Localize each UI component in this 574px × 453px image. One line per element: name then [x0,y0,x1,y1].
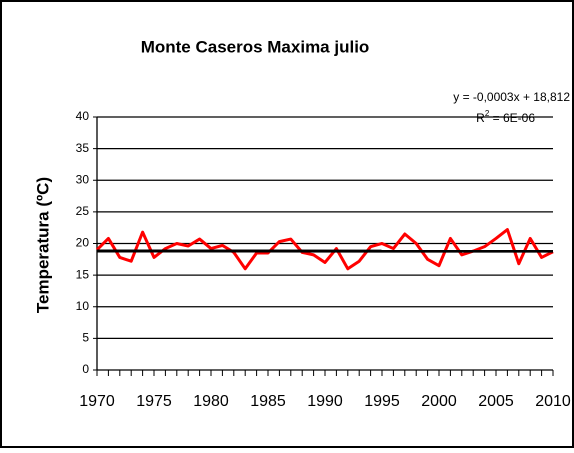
y-tick-label: 30 [76,172,90,186]
x-tick-label: 2010 [535,393,571,410]
x-tick-label: 1995 [364,393,400,410]
chart-title: Monte Caseros Maxima julio [141,37,370,56]
x-tick-label: 1970 [79,393,115,410]
x-tick-label: 1985 [250,393,286,410]
y-tick-label: 10 [76,299,90,313]
y-axis-label: Temperatura (ºC) [33,177,52,313]
y-tick-label: 5 [82,331,89,345]
r2-symbol: R [476,111,485,125]
x-tick-label: 1990 [307,393,343,410]
y-tick-label: 20 [76,236,90,250]
y-tick-label: 25 [76,204,90,218]
y-tick-label: 15 [76,267,90,281]
y-tick-label: 35 [76,141,90,155]
x-tick-label: 1980 [193,393,229,410]
y-tick-label: 0 [82,362,89,376]
y-tick-label: 40 [76,109,90,123]
r2-text: = 6E-06 [489,111,535,125]
x-tick-label: 2000 [421,393,457,410]
x-tick-label: 2005 [478,393,514,410]
trend-equation: y = -0,0003x + 18,812 [453,90,570,104]
x-tick-label: 1975 [136,393,172,410]
